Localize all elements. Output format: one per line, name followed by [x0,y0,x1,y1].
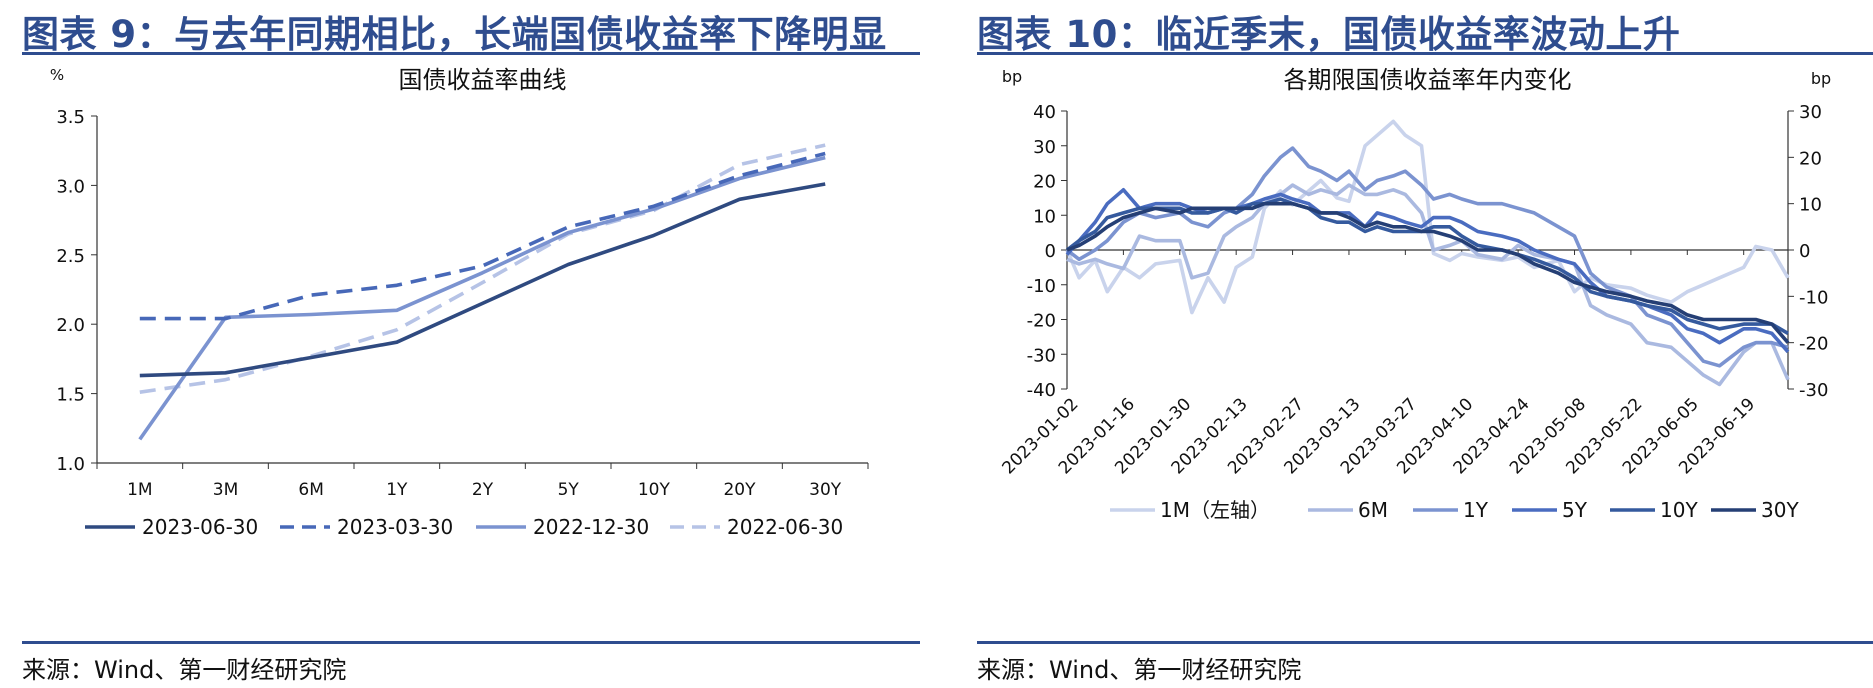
right-y-tick-label: -10 [1799,287,1828,308]
right-axis-unit: bp [1811,69,1831,88]
y-axis-unit: % [50,66,64,84]
series-line-10Y [1065,197,1789,335]
left-source-note: 来源：Wind、第一财经研究院 [22,656,347,684]
legend-label: 1M（左轴） [1160,498,1270,522]
right-y-tick-label: -30 [1799,380,1828,401]
yield-change-chart: 各期限国债收益率年内变化 bp bp -40 -30 -20 -10 0 10 20 30 40 -30… [999,66,1832,522]
x-tick-label: 20Y [723,480,756,500]
left-figure-title: 图表 9：与去年同期相比，长端国债收益率下降明显 [22,13,887,56]
yield-curve-chart: 国债收益率曲线% 1.0 1.5 2.0 2.5 3.0 3.5 1M 3M 6M 1Y 2Y 5Y 10… [50,66,869,539]
series-line-2022-06-30 [139,143,826,394]
y-tick-label: 1.0 [56,454,85,475]
x-tick-label: 3M [213,480,238,500]
x-tick-label: 1M [127,480,152,500]
y-tick-label: 2.5 [56,246,85,267]
legend-label: 10Y [1660,498,1698,522]
legend-label: 2023-03-30 [337,515,453,539]
x-tick-label: 2Y [472,480,494,500]
left-axis-unit: bp [1002,67,1022,86]
right-source-rule [977,641,1873,644]
y-tick-label: 3.0 [56,176,85,197]
left-y-tick-label: 10 [1033,206,1056,227]
x-tick-label: 30Y [809,480,842,500]
series-line-30Y [1066,201,1790,344]
chart-title: 国债收益率曲线 [399,66,567,94]
series-line-1M（左轴） [1065,119,1790,315]
legend-label: 5Y [1562,498,1588,522]
series-line-5Y [1065,188,1790,354]
y-tick-label: 2.0 [56,315,85,336]
left-y-tick-label: -40 [1027,380,1056,401]
y-tick-label: 1.5 [56,385,85,406]
y-tick-label: 3.5 [56,107,85,128]
series-line-2023-03-30 [139,151,826,321]
chart-title: 各期限国债收益率年内变化 [1284,66,1572,94]
left-y-tick-label: -10 [1027,276,1056,297]
right-figure-title: 图表 10：临近季末，国债收益率波动上升 [977,13,1681,56]
left-figure-panel: 图表 9：与去年同期相比，长端国债收益率下降明显 国债收益率曲线% 1.0 1.5 2… [0,0,920,688]
x-tick-label: 10Y [638,480,671,500]
left-title-rule [22,52,920,55]
legend-label: 30Y [1761,498,1799,522]
left-y-tick-label: -30 [1027,345,1056,366]
legend-label: 2023-06-30 [142,515,258,539]
legend-label: 2022-06-30 [727,515,843,539]
left-y-tick-label: 20 [1033,172,1056,193]
series-line-6M [1066,183,1790,387]
left-y-tick-label: 40 [1033,102,1056,123]
left-source-rule [22,641,920,644]
series-line-2023-06-30 [139,182,826,378]
x-tick-label: 6M [298,480,323,500]
left-y-tick-label: 30 [1033,137,1056,158]
right-figure-panel: 图表 10：临近季末，国债收益率波动上升 各期限国债收益率年内变化 bp bp -40… [955,0,1873,688]
right-y-tick-label: 20 [1799,148,1822,169]
series-line-2022-12-30 [138,155,826,441]
left-y-tick-label: 0 [1045,241,1056,262]
right-source-note: 来源：Wind、第一财经研究院 [977,656,1302,684]
legend-label: 6M [1358,498,1388,522]
right-y-tick-label: 0 [1799,241,1810,262]
series-line-1Y [1065,146,1789,368]
legend-label: 1Y [1463,498,1489,522]
right-y-tick-label: 30 [1799,102,1822,123]
left-y-tick-label: -20 [1027,311,1056,332]
right-y-tick-label: 10 [1799,195,1822,216]
right-y-tick-label: -20 [1799,334,1828,355]
x-tick-label: 5Y [558,480,580,500]
legend-label: 2022-12-30 [533,515,649,539]
x-tick-label: 1Y [386,480,408,500]
right-title-rule [977,52,1873,55]
